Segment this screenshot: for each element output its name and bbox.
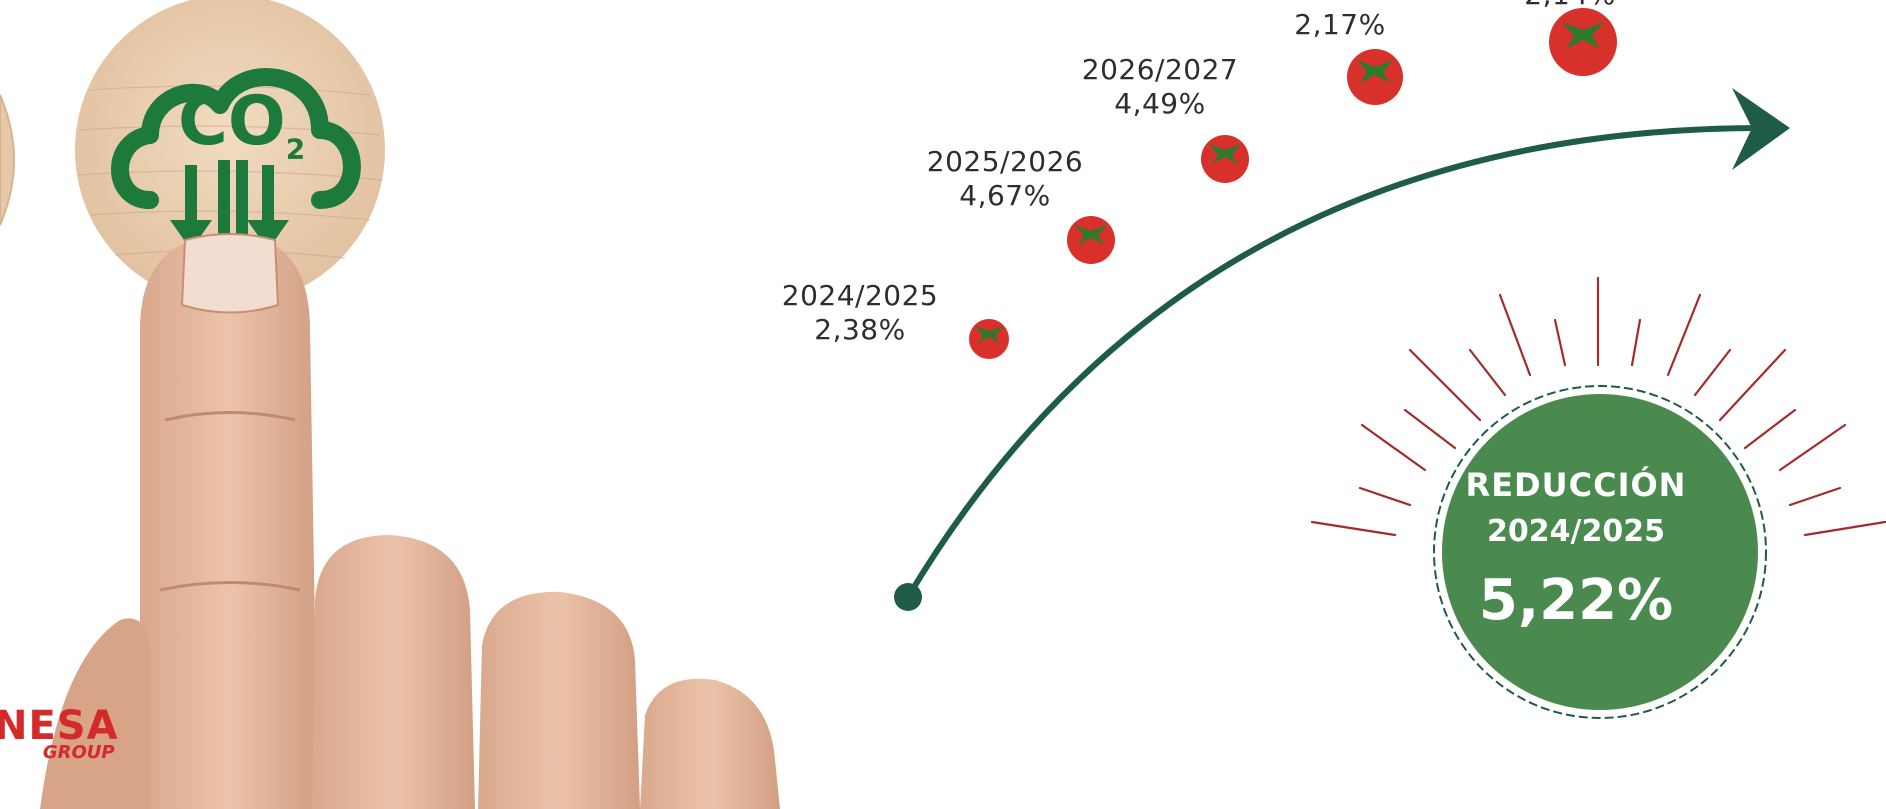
timeline-item: 2024/2025 2,38% (775, 279, 945, 347)
badge-title: REDUCCIÓN (1465, 466, 1687, 504)
arrow-head-icon (1732, 88, 1790, 170)
tomato-icon (1549, 8, 1617, 76)
timeline-period: 2025/2026 (926, 145, 1084, 178)
timeline-item: 2026/2027 4,49% (1075, 53, 1245, 121)
tomato-icon (1067, 216, 1115, 264)
timeline-value: 2,17% (1294, 8, 1386, 41)
co2-label: CO2 (178, 82, 306, 166)
timeline-period: 2024/2025 (781, 279, 939, 312)
co2-cloud-icon (111, 68, 361, 209)
timeline-value: 2,14% (1505, 0, 1635, 12)
badge-period: 2024/2025 (1487, 514, 1665, 549)
badge-value: 5,22% (1478, 568, 1674, 633)
badge-circle (1442, 394, 1758, 710)
growth-arrow (905, 124, 1773, 600)
timeline-period: 2026/2027 (1081, 53, 1239, 86)
arrow-start-dot (894, 583, 922, 611)
tomato-icon (1201, 135, 1249, 183)
timeline-value: 4,67% (959, 179, 1051, 212)
timeline-item: 2,17% (1275, 8, 1405, 42)
hand-co2-illustration (0, 0, 780, 809)
timeline-value: 4,49% (1114, 87, 1206, 120)
company-logo: NESA GROUP (0, 703, 119, 763)
hand (40, 233, 780, 809)
tomato-icon (1347, 49, 1403, 105)
timeline-item: 2,14% (1505, 0, 1635, 12)
badge-outer-ring (1433, 385, 1767, 719)
timeline-value: 2,38% (814, 313, 906, 346)
tomato-icon (969, 319, 1009, 359)
down-arrows-icon (170, 160, 289, 250)
sunburst-icon (1310, 276, 1886, 537)
partial-token (0, 94, 15, 226)
timeline-item: 2025/2026 4,67% (920, 145, 1090, 213)
co2-token (75, 0, 385, 305)
